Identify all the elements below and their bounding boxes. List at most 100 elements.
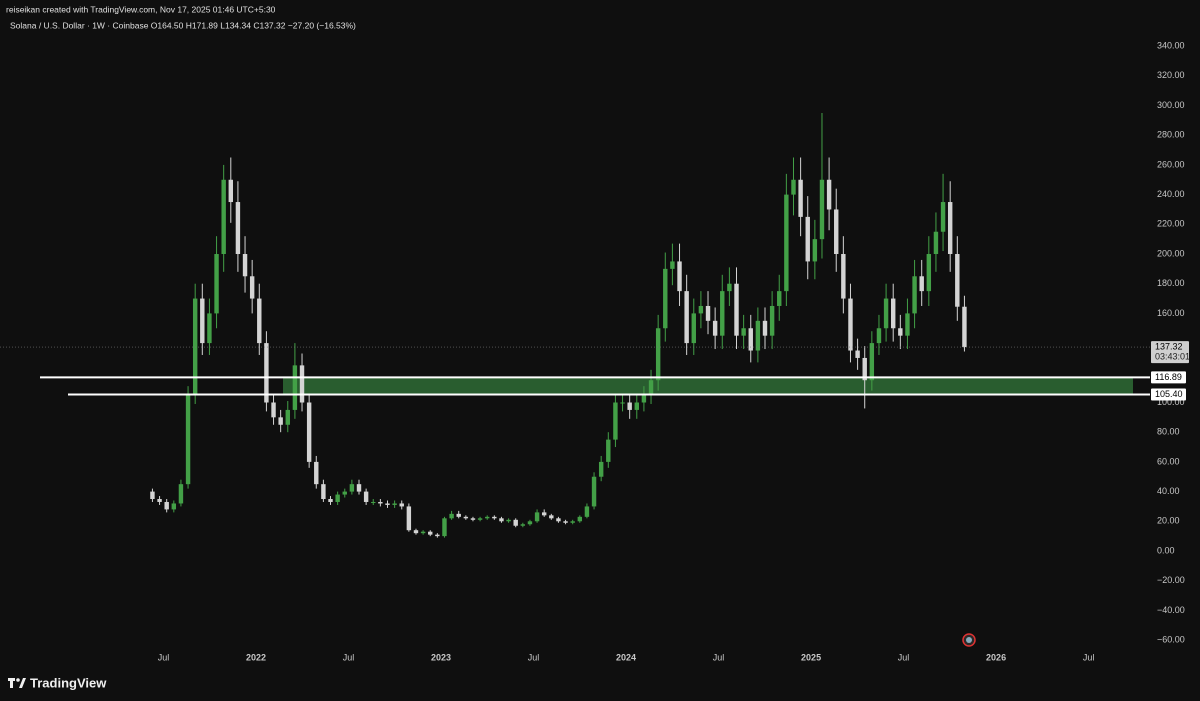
level-label: 105.40 bbox=[1155, 389, 1183, 399]
y-tick-label: 200.00 bbox=[1157, 248, 1185, 258]
candle-body bbox=[826, 179, 832, 210]
candle-body bbox=[235, 202, 241, 255]
y-tick-label: −60.00 bbox=[1157, 634, 1185, 644]
level-label-box bbox=[1151, 388, 1186, 401]
candle-body bbox=[477, 518, 483, 520]
candle-body bbox=[720, 291, 725, 336]
y-tick-label: 220.00 bbox=[1157, 219, 1185, 229]
candle-body bbox=[363, 491, 369, 502]
candle-body bbox=[242, 254, 248, 277]
candle-body bbox=[883, 298, 889, 329]
candle-body bbox=[905, 313, 910, 336]
candle-body bbox=[499, 518, 504, 522]
x-tick-label: Jul bbox=[528, 652, 540, 662]
candle-body bbox=[798, 179, 803, 217]
candle-body bbox=[634, 402, 639, 410]
y-tick-label: −20.00 bbox=[1157, 575, 1185, 585]
y-tick-label: 0.00 bbox=[1157, 545, 1175, 555]
support-zone bbox=[283, 377, 1133, 395]
candle-body bbox=[371, 501, 376, 503]
candle-body bbox=[342, 491, 347, 495]
y-tick-label: 240.00 bbox=[1157, 189, 1185, 199]
candle-body bbox=[755, 320, 761, 351]
x-tick-label: 2023 bbox=[431, 652, 451, 662]
candle-body bbox=[534, 512, 540, 522]
event-icon bbox=[962, 633, 976, 647]
candle-body bbox=[541, 512, 547, 516]
candle-body bbox=[271, 402, 276, 418]
candle-body bbox=[314, 461, 319, 485]
candle-body bbox=[549, 515, 554, 519]
candle-body bbox=[598, 461, 604, 477]
x-tick-label: Jul bbox=[1083, 652, 1095, 662]
y-tick-label: 60.00 bbox=[1157, 456, 1180, 466]
y-tick-label: 280.00 bbox=[1157, 130, 1185, 140]
candle-body bbox=[428, 531, 433, 535]
candle-body bbox=[520, 524, 526, 526]
x-tick-label: Jul bbox=[343, 652, 355, 662]
candle-body bbox=[207, 313, 212, 344]
candle-body bbox=[513, 519, 518, 526]
candle-body bbox=[655, 328, 661, 381]
y-tick-label: −40.00 bbox=[1157, 605, 1185, 615]
candle-body bbox=[748, 328, 753, 351]
y-tick-label: 100.00 bbox=[1157, 397, 1185, 407]
candle-body bbox=[727, 283, 732, 292]
candle-body bbox=[349, 484, 355, 492]
x-tick-label: 2025 bbox=[801, 652, 821, 662]
last-price-label: 137.32 bbox=[1155, 341, 1183, 351]
candle-body bbox=[456, 513, 461, 517]
candle-body bbox=[506, 519, 511, 522]
candle-body bbox=[299, 365, 305, 403]
candle-body bbox=[869, 343, 875, 381]
candle-body bbox=[556, 518, 561, 522]
candle-body bbox=[955, 254, 960, 307]
candle-body bbox=[691, 313, 696, 344]
candle-body bbox=[620, 402, 625, 404]
candle-body bbox=[178, 484, 184, 504]
candle-body bbox=[328, 499, 333, 502]
candle-body bbox=[378, 501, 383, 504]
candle-body bbox=[278, 417, 283, 425]
candle-body bbox=[150, 491, 155, 500]
candle-body bbox=[791, 179, 796, 195]
candle-body bbox=[819, 179, 825, 240]
level-label-box bbox=[1151, 371, 1186, 384]
y-tick-label: 300.00 bbox=[1157, 100, 1185, 110]
candle-body bbox=[257, 298, 262, 344]
candle-body bbox=[321, 484, 326, 500]
candle-body bbox=[492, 516, 497, 519]
candle-body bbox=[933, 231, 939, 255]
candle-body bbox=[200, 298, 205, 344]
candle-body bbox=[292, 365, 298, 410]
candle-body bbox=[563, 521, 568, 523]
y-tick-label: 320.00 bbox=[1157, 70, 1185, 80]
x-tick-label: Jul bbox=[713, 652, 725, 662]
candle-body bbox=[485, 516, 490, 519]
candle-body bbox=[777, 291, 782, 306]
candle-body bbox=[876, 328, 882, 344]
candle-body bbox=[712, 320, 718, 336]
x-tick-label: 2026 bbox=[986, 652, 1006, 662]
candle-body bbox=[627, 402, 632, 410]
candle-body bbox=[862, 357, 867, 381]
candle-body bbox=[435, 534, 440, 537]
candle-body bbox=[449, 513, 454, 519]
candle-body bbox=[762, 320, 768, 336]
candle-body bbox=[570, 521, 575, 523]
candle-body bbox=[919, 276, 924, 292]
candle-body bbox=[890, 298, 896, 329]
candle-body bbox=[214, 254, 219, 314]
candle-body bbox=[606, 439, 611, 462]
candle-body bbox=[420, 531, 426, 534]
candle-body bbox=[385, 503, 390, 505]
candle-body bbox=[577, 516, 583, 522]
candle-body bbox=[834, 209, 839, 255]
candle-body bbox=[962, 306, 967, 348]
last-price-box bbox=[1151, 341, 1189, 364]
candle-body bbox=[406, 506, 412, 531]
candle-body bbox=[841, 254, 846, 299]
